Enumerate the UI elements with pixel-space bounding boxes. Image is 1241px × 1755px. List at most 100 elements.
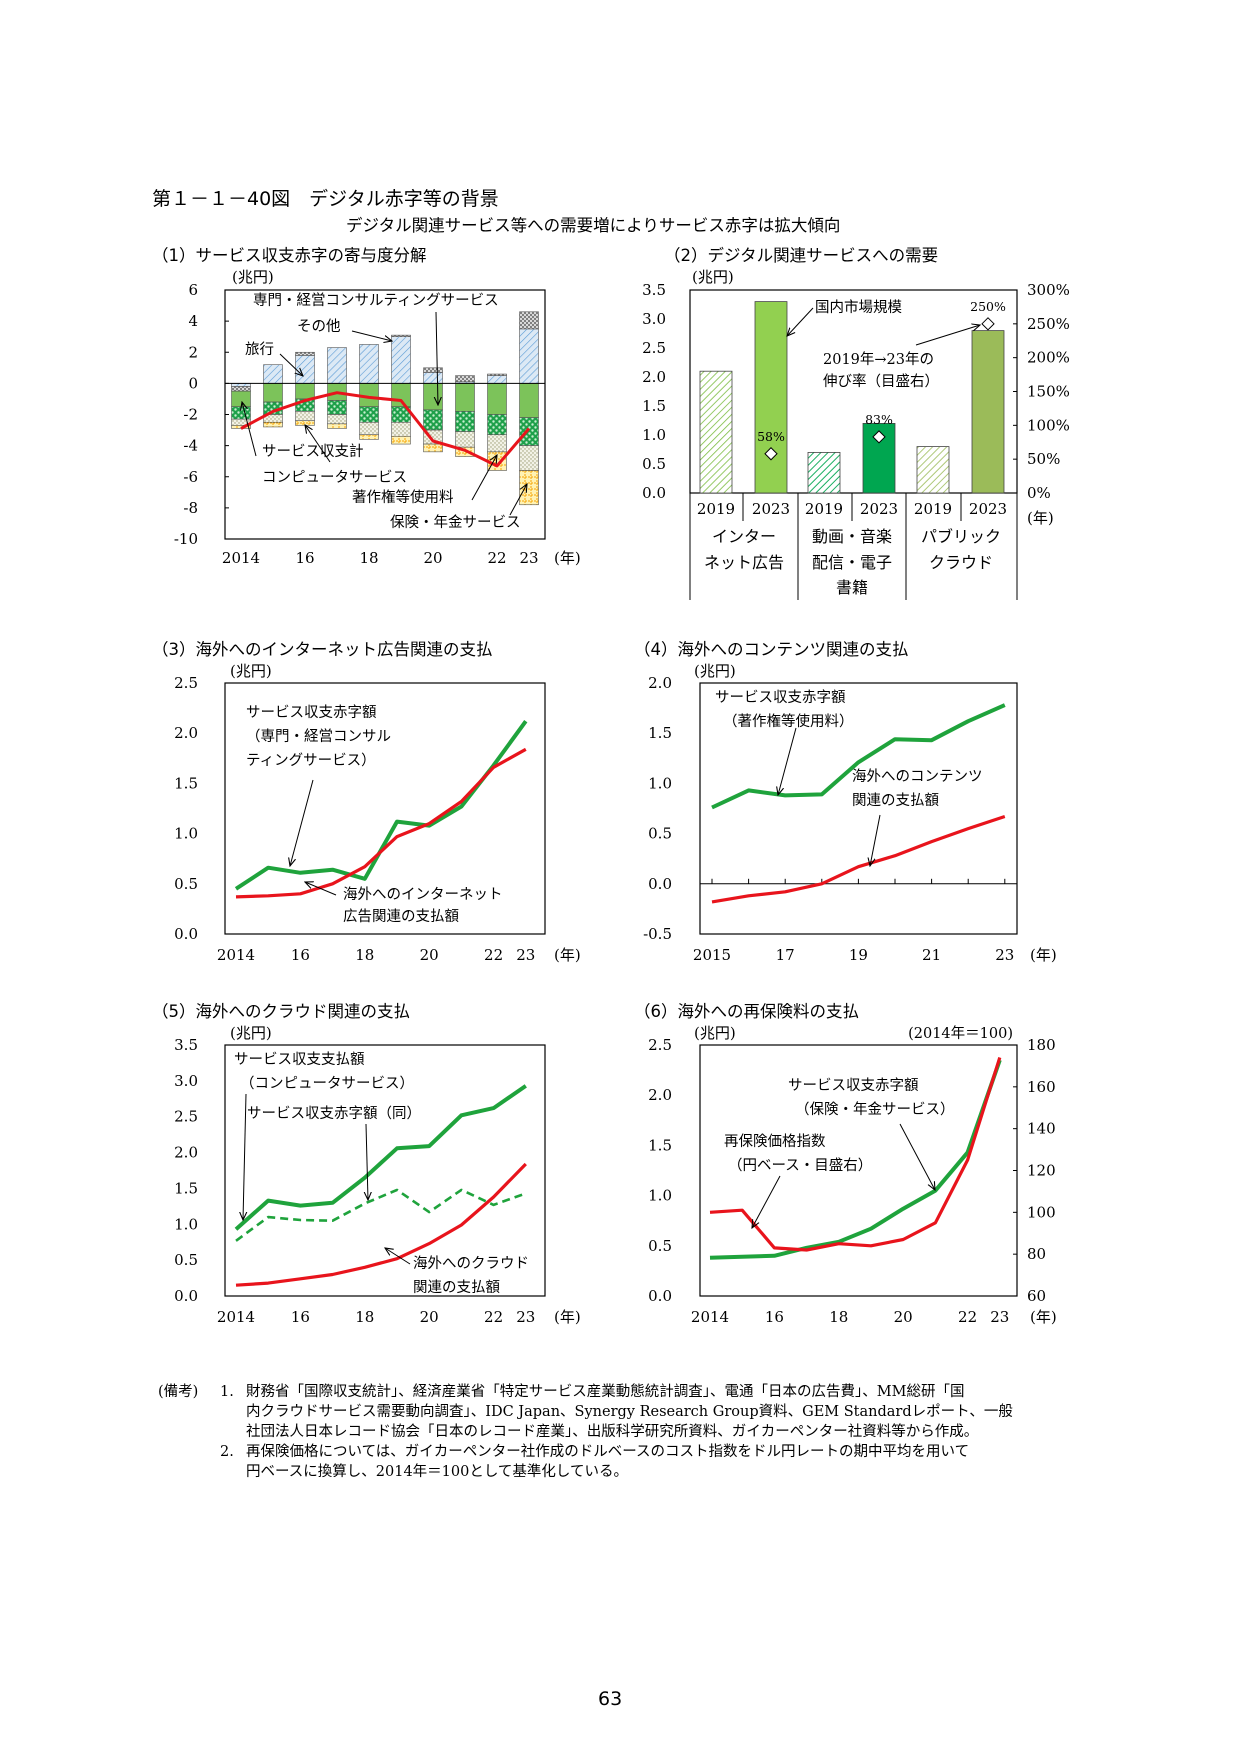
y-tick-label: 2.5 [174,674,198,692]
page-number: 63 [598,1688,623,1710]
x-unit-label: (年) [1030,946,1057,964]
unit-label: (兆円) [694,1024,736,1042]
bar-segment [519,328,539,384]
arrow-cloud [385,1248,411,1265]
x-unit-label: (年) [1030,1308,1057,1326]
x-tick-label: 23 [519,549,538,567]
line-internet-ad-payment [235,747,527,899]
growth-marker [872,430,886,444]
x-tick-label: 22 [484,1308,503,1326]
bar-segment [327,347,347,384]
bar-segment [519,417,539,446]
arrow-payments [243,1093,246,1220]
figure-subtitle: デジタル関連サービス等への需要増によりサービス赤字は拡大傾向 [346,216,841,235]
y2-tick-label: 300% [1027,281,1070,299]
note1-line2: 内クラウドサービス需要動向調査」、IDC Japan、Synergy Resea… [246,1404,1013,1420]
y-tick-label: 2.0 [642,368,666,386]
y-tick-label: 0.5 [174,875,198,893]
x-tick-label: 20 [894,1308,913,1326]
x-tick-label: 2019 [914,500,952,518]
line-insurance-deficit [709,1059,1002,1260]
chart3-heading: （3）海外へのインターネット広告関連の支払 [152,640,493,659]
unit-label: (兆円) [230,662,272,680]
chart4-contents-lines: -0.5 0.0 0.5 1.0 1.5 2.0 (兆円) 2015 17 19 21 23 (年) サー… [643,662,1057,964]
plot-frame [224,682,546,935]
bar-segment [359,434,379,440]
bar-segment [263,364,283,384]
y-tick-label: 0.0 [174,1287,198,1305]
bar-segment [487,373,507,376]
y-tick-label: -8 [183,499,198,517]
y-tick-label: 0.0 [648,875,672,893]
label-deficit: サービス収支赤字額 [788,1077,919,1094]
bar-segment [263,383,283,403]
bar-segment [519,383,539,418]
unit-label: (兆円) [692,268,734,286]
y-tick-label: 3.5 [642,281,666,299]
bar-segment [487,375,507,384]
label-payments: サービス収支支払額 [234,1051,365,1068]
line-royalty-deficit [711,703,1006,810]
x-tick-label: 18 [355,1308,374,1326]
arrow-travel [279,353,303,376]
chart6-reinsurance-lines: 0.0 0.5 1.0 1.5 2.0 2.5 60 80 100 120 140 160 180 (兆円… [648,1024,1057,1326]
y-tick-label: 1.0 [174,1215,198,1233]
chart1-heading: （1）サービス収支赤字の寄与度分解 [152,246,427,265]
x-unit-label: (年) [554,1308,581,1326]
growth-label: 83% [865,412,893,427]
x-tick-label: 20 [423,549,442,567]
y-tick-label: 2.5 [642,339,666,357]
bar-segment [231,406,251,420]
y-tick-label: 1.0 [642,426,666,444]
arrow-payment [305,882,337,896]
category-label: 配信・電子 [812,553,892,572]
y-tick-label: 1.5 [174,1179,198,1197]
bar-segment [423,367,443,373]
bar-segment [519,311,539,330]
x-tick-label: 22 [958,1308,977,1326]
x-tick-label: 19 [849,946,868,964]
line-computer-payments [234,1084,527,1231]
label-deficit3: ティングサービス） [246,752,376,769]
arrow-market [787,307,814,336]
note1-line3: 社団法人日本レコード協会「日本のレコード産業」、出版科学研究所資料、ガイカーペン… [246,1424,979,1440]
x-tick-label: 16 [765,1308,784,1326]
unit-label: (兆円) [694,662,736,680]
y2-tick-label: 140 [1027,1120,1056,1138]
y-tick-label: 1.0 [174,825,198,843]
bar-segment [423,409,443,431]
x-unit-label: (年) [554,549,581,567]
label-payments2: （コンピュータサービス） [240,1075,414,1092]
bar-segment [391,435,411,445]
category-label: ネット広告 [704,553,784,572]
y-tick-label: 3.0 [642,310,666,328]
label-cloud2: 関連の支払額 [413,1279,500,1296]
y-tick-label: 2.0 [174,724,198,742]
y-tick-label: 1.5 [174,774,198,792]
growth-marker [981,317,995,331]
x-tick-label: 18 [359,549,378,567]
label-deficit: サービス収支赤字額 [246,704,377,721]
bar-segment [231,390,251,408]
demand-bar [699,370,733,494]
x-tick-label: 22 [484,946,503,964]
y-tick-label: 0.0 [648,1287,672,1305]
label-insurance: 保険・年金サービス [390,514,521,531]
x-tick-label: 2014 [691,1308,729,1326]
x-unit-label: (年) [554,946,581,964]
category-label: 動画・音楽 [812,527,892,546]
note1-line1: 財務省「国際収支統計」、経済産業省「特定サービス産業動態統計調査」、電通「日本の… [246,1384,965,1400]
x-tick-label: 23 [995,946,1014,964]
bar-segment [519,445,539,471]
line-consulting-deficit [234,720,528,891]
y-tick-label: 0.5 [174,1251,198,1269]
x-tick-label: 21 [922,946,941,964]
x-tick-label: 2019 [805,500,843,518]
y-tick-label: 3.5 [174,1036,198,1054]
label-index: 再保険価格指数 [724,1133,826,1150]
growth-label: 58% [757,429,785,444]
demand-bar [754,301,788,494]
bar-segment [391,334,411,337]
bar-segment [487,414,507,436]
